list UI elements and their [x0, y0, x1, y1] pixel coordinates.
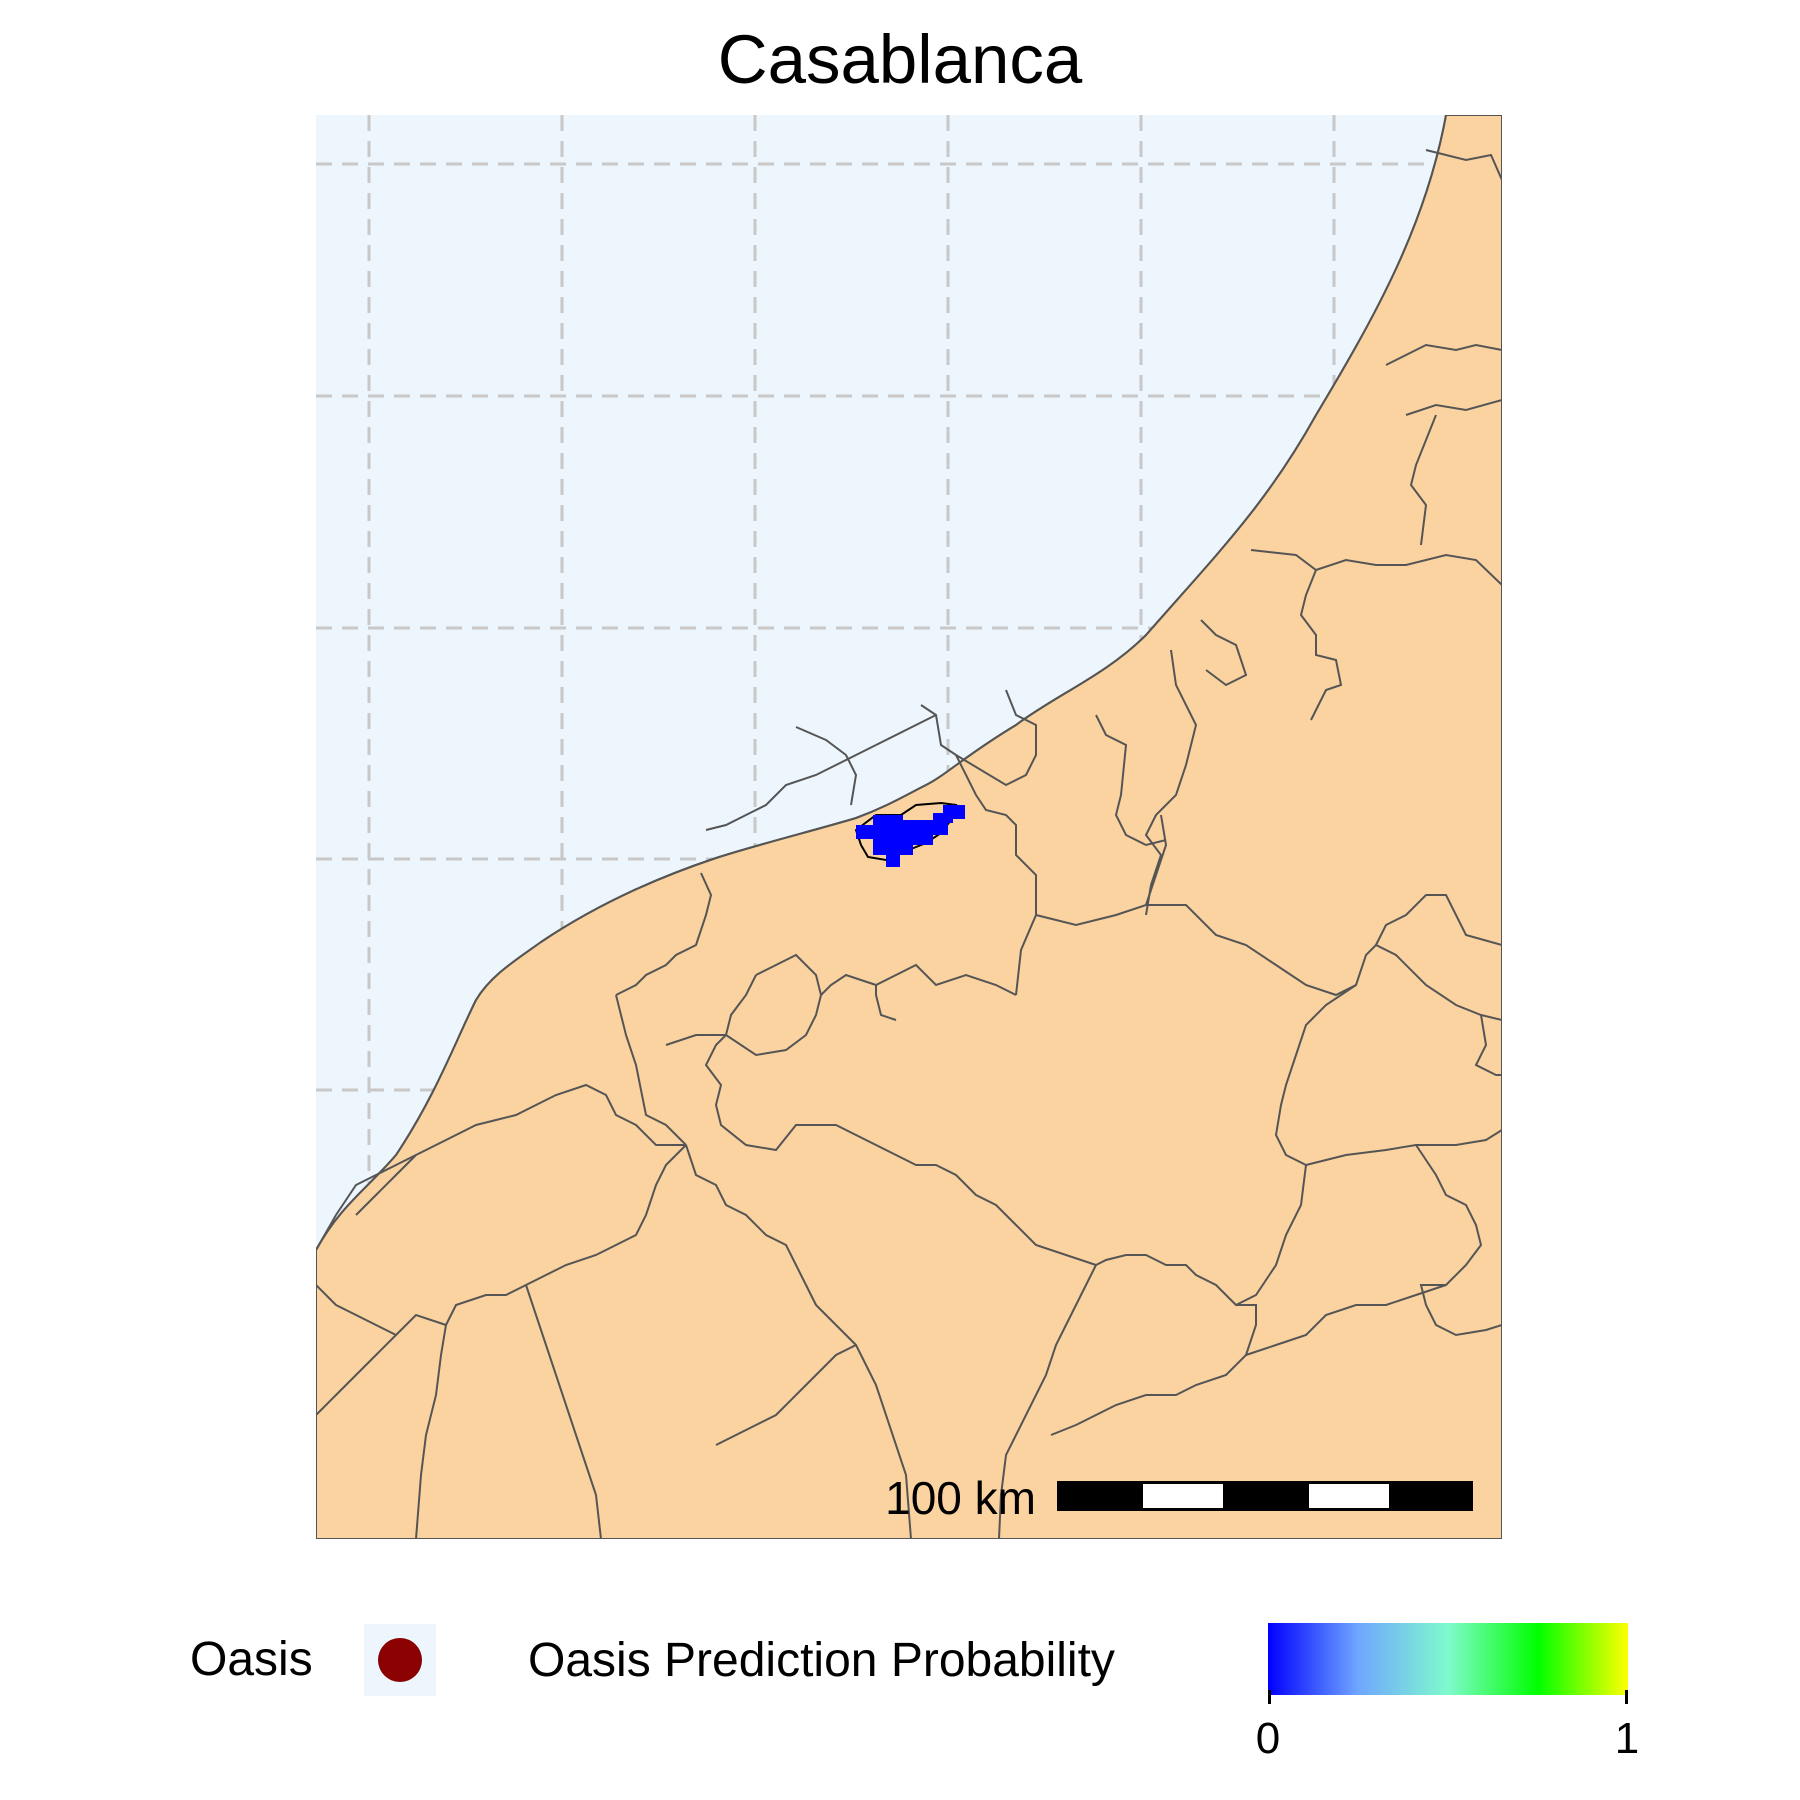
- border-line: [725, 994, 822, 1057]
- border-line: [1250, 549, 1502, 586]
- colorbar-max-label: 1: [1614, 1714, 1640, 1763]
- border-line: [1415, 1144, 1502, 1337]
- border-line: [615, 872, 713, 996]
- border-line: [1375, 894, 1502, 946]
- coastline: [316, 115, 1447, 1251]
- border-line: [1200, 619, 1248, 687]
- border-line: [725, 974, 757, 1036]
- probability-colorbar: [1268, 1623, 1628, 1695]
- map-title: Casablanca: [717, 21, 1083, 98]
- border-line: [755, 953, 822, 996]
- legend-oasis-key: [364, 1624, 436, 1696]
- border-line: [1050, 1354, 1247, 1436]
- prediction-cell: [873, 815, 903, 835]
- prediction-cell: [933, 820, 948, 835]
- colorbar-tick-min: [1268, 1690, 1271, 1704]
- map-panel: [316, 115, 1502, 1539]
- border-line: [355, 1154, 417, 1216]
- colorbar-min-label: 0: [1255, 1714, 1281, 1763]
- border-line: [820, 963, 1017, 996]
- border-line: [316, 1083, 686, 1251]
- admin-borders: [316, 149, 1502, 1539]
- border-line: [715, 1344, 857, 1446]
- map-svg: [316, 115, 1502, 1539]
- scale-bar-label: 100 km: [885, 1472, 1036, 1524]
- scale-bar-segment: [1389, 1484, 1470, 1508]
- border-line: [525, 1284, 602, 1539]
- border-line: [1035, 904, 1502, 1021]
- border-line: [316, 1284, 397, 1336]
- border-line: [1274, 984, 1357, 1166]
- border-line: [685, 1144, 912, 1539]
- legend-probability-label: Oasis Prediction Probability: [528, 1634, 1115, 1687]
- oasis-marker-icon: [378, 1638, 422, 1682]
- border-line: [665, 1034, 726, 1046]
- border-line: [998, 1264, 1097, 1539]
- border-line: [316, 1313, 447, 1416]
- border-line: [705, 744, 877, 831]
- border-line: [1245, 1284, 1447, 1356]
- border-line: [795, 726, 858, 806]
- prediction-cell: [933, 813, 953, 823]
- border-line: [704, 1034, 816, 1152]
- prediction-cell: [886, 855, 900, 867]
- border-line: [875, 985, 897, 1021]
- border-line: [1299, 569, 1343, 721]
- scale-bar: [1057, 1481, 1473, 1511]
- border-line: [1236, 1304, 1257, 1356]
- scale-bar-segment: [1060, 1484, 1143, 1508]
- border-line: [1409, 414, 1437, 546]
- border-line: [1385, 343, 1502, 366]
- prediction-cell: [903, 820, 933, 845]
- border-line: [1145, 814, 1168, 906]
- border-line: [955, 754, 1037, 996]
- border-line: [816, 1124, 1097, 1266]
- border-line: [1425, 149, 1502, 181]
- border-line: [1144, 649, 1198, 916]
- colorbar-tick-max: [1625, 1690, 1628, 1704]
- border-line: [1095, 1164, 1307, 1307]
- border-line: [1474, 1014, 1502, 1076]
- border-line: [1095, 714, 1167, 847]
- border-line: [875, 714, 937, 746]
- scale-bar-segment: [1223, 1484, 1309, 1508]
- prediction-cluster: [854, 801, 965, 867]
- border-line: [1405, 399, 1502, 416]
- legend-oasis-label: Oasis: [190, 1633, 313, 1686]
- graticule: [316, 115, 1466, 1185]
- border-line: [615, 994, 687, 1146]
- border-line: [920, 689, 1037, 787]
